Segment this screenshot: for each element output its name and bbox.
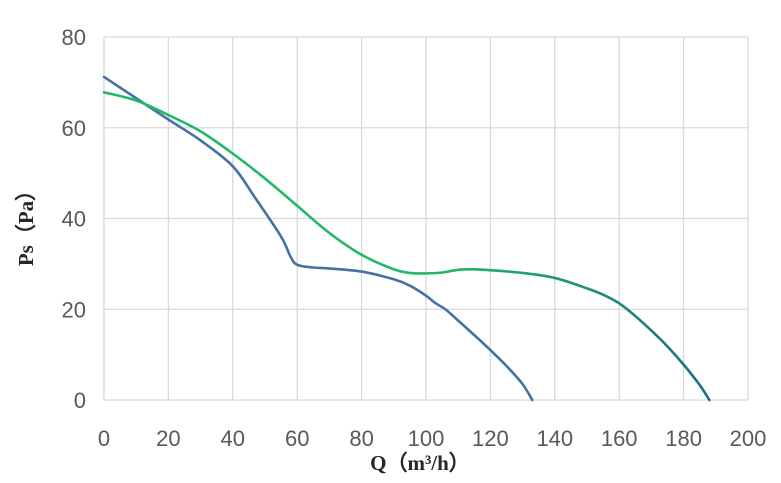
plot-grid [103, 36, 749, 401]
series-lines [102, 75, 711, 402]
x-tick-label: 120 [472, 426, 509, 451]
x-tick-label: 200 [730, 426, 767, 451]
x-tick-label: 20 [156, 426, 180, 451]
y-axis-title: Ps（Pa） [14, 180, 38, 266]
x-tick-label: 180 [665, 426, 702, 451]
series-line-2 [102, 91, 711, 402]
x-tick-label: 80 [349, 426, 373, 451]
x-tick-label: 0 [98, 426, 110, 451]
x-tick-labels: 0 20 40 60 80 100 120 140 160 180 200 [98, 426, 766, 451]
y-tick-label: 60 [62, 116, 86, 141]
x-tick-label: 100 [408, 426, 445, 451]
x-tick-label: 140 [536, 426, 573, 451]
y-tick-label: 0 [74, 388, 86, 413]
series-line-1 [102, 75, 534, 402]
y-tick-label: 20 [62, 297, 86, 322]
y-tick-labels: 0 20 40 60 80 [62, 25, 86, 413]
x-tick-label: 60 [285, 426, 309, 451]
y-tick-label: 80 [62, 25, 86, 50]
x-tick-label: 40 [221, 426, 245, 451]
x-axis-title: Q（m³/h） [370, 451, 470, 475]
y-tick-label: 40 [62, 207, 86, 232]
x-tick-label: 160 [601, 426, 638, 451]
